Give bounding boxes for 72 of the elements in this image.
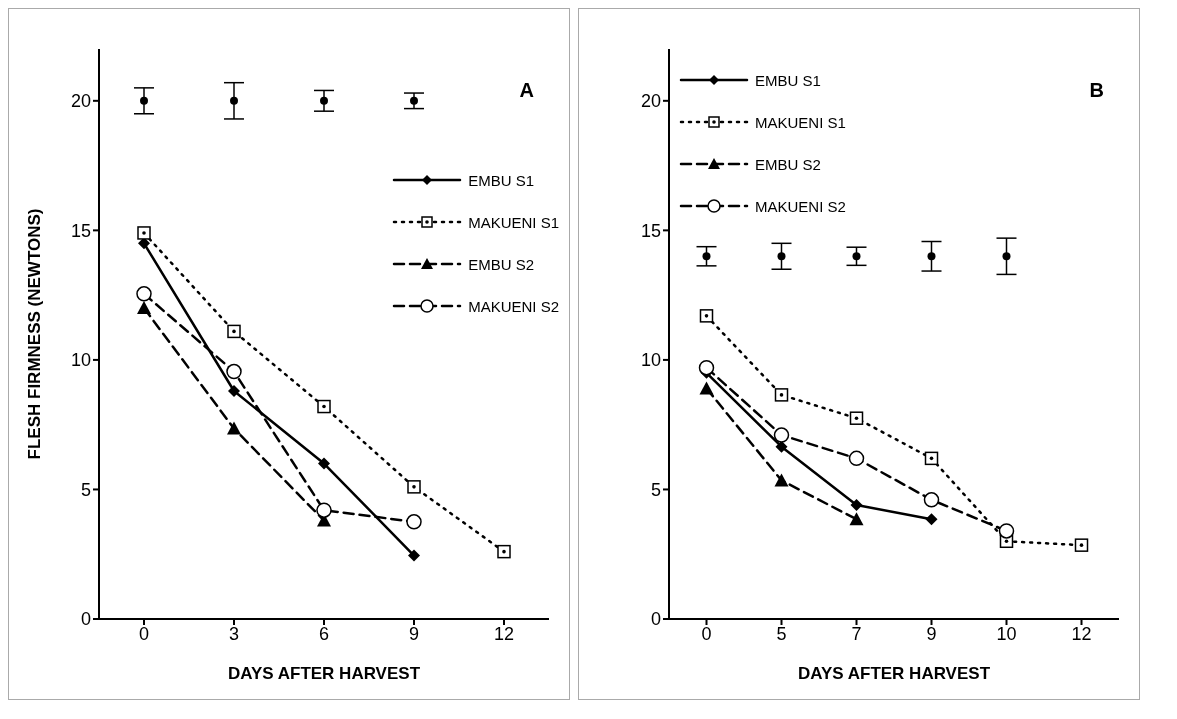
x-tick-label: 12	[1071, 623, 1092, 644]
point	[497, 544, 511, 559]
point	[848, 450, 865, 467]
point	[699, 309, 714, 323]
point	[773, 427, 790, 443]
legend-label: EMBU S2	[755, 155, 821, 173]
y-tick-label: 15	[640, 220, 661, 241]
legend-label: MAKUENI S2	[468, 297, 559, 315]
legend-label: EMBU S1	[755, 71, 821, 89]
x-tick-label: 0	[138, 623, 150, 644]
x-tick-label: 3	[228, 623, 240, 644]
legend-label: EMBU S2	[468, 255, 534, 273]
point	[140, 96, 148, 105]
point	[698, 359, 715, 376]
point	[1002, 252, 1011, 261]
point	[230, 96, 238, 105]
point	[1074, 538, 1089, 552]
y-tick-label: 15	[70, 220, 91, 241]
point	[702, 252, 711, 261]
y-tick-label: 20	[70, 91, 91, 112]
point	[317, 399, 331, 414]
y-tick-label: 10	[70, 350, 91, 371]
x-tick-label: 5	[776, 623, 787, 644]
point	[316, 502, 332, 518]
point	[923, 492, 940, 508]
y-tick-label: 5	[650, 479, 661, 500]
point	[406, 514, 422, 530]
point	[849, 411, 864, 425]
x-tick-label: 10	[996, 623, 1017, 644]
y-tick-label: 5	[80, 479, 91, 500]
point	[998, 523, 1015, 539]
annotation: A	[519, 79, 534, 102]
point	[137, 301, 151, 315]
x-tick-label: 9	[926, 623, 937, 644]
point	[137, 226, 151, 240]
point	[228, 385, 240, 397]
point	[226, 363, 242, 380]
point	[852, 252, 861, 261]
x-tick-label: 0	[701, 623, 712, 644]
x-tick-label: 6	[318, 623, 330, 644]
point	[408, 549, 420, 562]
point	[849, 512, 864, 526]
point	[774, 388, 789, 402]
point	[927, 252, 936, 261]
x-tick-label: 9	[408, 623, 420, 644]
y-tick-label: 0	[650, 609, 661, 630]
point	[318, 457, 330, 470]
point	[777, 252, 786, 261]
legend-label: EMBU S1	[468, 171, 534, 189]
y-tick-label: 0	[80, 609, 91, 630]
point	[227, 324, 241, 339]
point	[410, 96, 418, 105]
x-axis-title: DAYS AFTER HARVEST	[797, 664, 991, 683]
legend-label: MAKUENI S1	[755, 113, 846, 131]
legend-label: MAKUENI S2	[755, 197, 846, 215]
point	[136, 286, 152, 302]
y-tick-label: 20	[640, 91, 661, 112]
legend-label: MAKUENI S1	[468, 213, 559, 231]
annotation: B	[1089, 79, 1104, 102]
point	[850, 499, 863, 511]
point	[320, 96, 328, 105]
point	[699, 381, 714, 395]
x-tick-label: 7	[851, 623, 862, 644]
point	[774, 473, 789, 487]
y-tick-label: 10	[640, 350, 661, 371]
x-tick-label: 12	[493, 623, 515, 644]
y-axis-title: FLESH FIRMNESS (NEWTONS)	[25, 208, 45, 460]
x-axis-title: DAYS AFTER HARVEST	[227, 664, 421, 683]
point	[407, 480, 421, 494]
point	[925, 513, 938, 526]
point	[924, 451, 939, 466]
point	[227, 421, 241, 435]
